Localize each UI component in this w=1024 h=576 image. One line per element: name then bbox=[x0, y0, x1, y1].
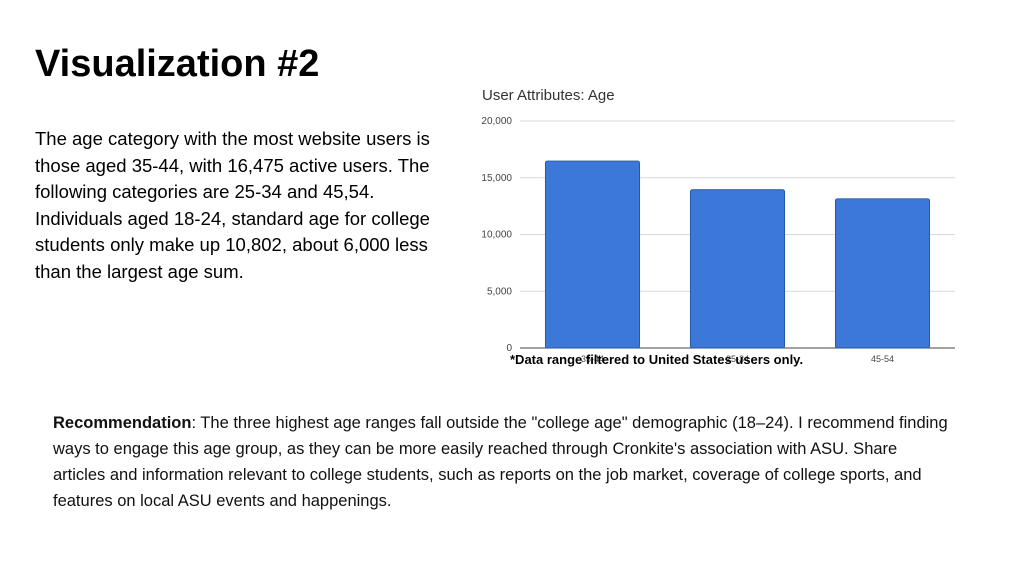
bar-25-34[interactable] bbox=[689, 189, 786, 349]
recommendation-text: : The three highest age ranges fall outs… bbox=[53, 414, 948, 510]
recommendation-paragraph: Recommendation: The three highest age ra… bbox=[53, 410, 953, 514]
x-tick-label: 25-34 bbox=[726, 354, 749, 364]
y-tick-label: 0 bbox=[506, 343, 512, 354]
chart-svg: User Attributes: Age 0 5,000 10,000 15,000 2… bbox=[481, 87, 955, 367]
bar-45-54[interactable] bbox=[834, 198, 931, 349]
y-tick-label: 5,000 bbox=[487, 286, 512, 297]
recommendation-label: Recommendation bbox=[53, 414, 192, 432]
age-bar-chart: User Attributes: Age 0 5,000 10,000 15,000 2… bbox=[470, 80, 970, 375]
data-range-footnote: *Data range filtered to United States us… bbox=[510, 352, 803, 367]
x-tick-label: 45-54 bbox=[871, 354, 894, 364]
y-tick-label: 15,000 bbox=[481, 173, 512, 184]
slide-title: Visualization #2 bbox=[35, 43, 320, 85]
chart-title: User Attributes: Age bbox=[482, 87, 615, 104]
x-tick-label: 35-44 bbox=[581, 354, 604, 364]
bar-35-44[interactable] bbox=[544, 160, 641, 349]
y-tick-label: 20,000 bbox=[481, 116, 512, 127]
y-tick-label: 10,000 bbox=[481, 230, 512, 241]
summary-paragraph: The age category with the most website u… bbox=[35, 128, 430, 282]
